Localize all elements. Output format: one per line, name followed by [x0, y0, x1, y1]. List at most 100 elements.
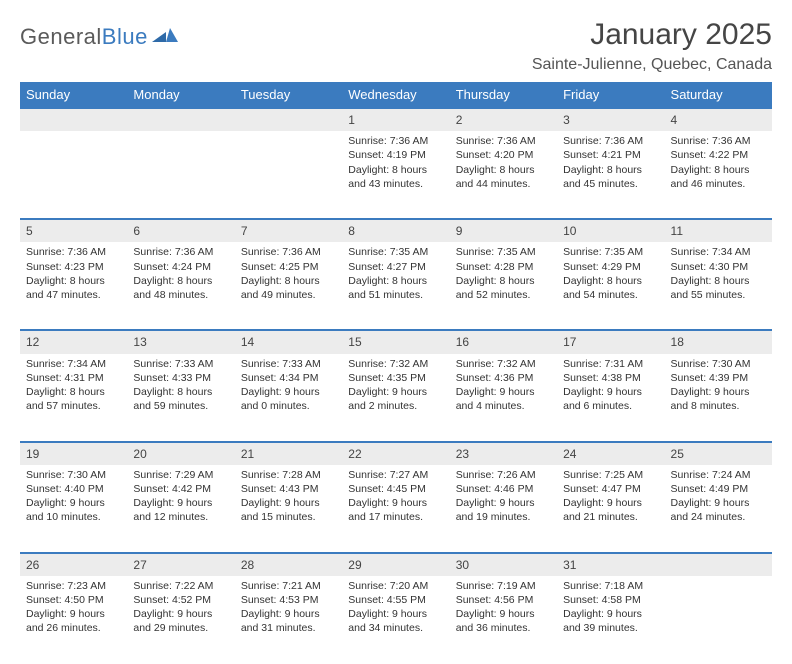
sunset-text: Sunset: 4:43 PM — [241, 482, 336, 496]
sunset-text: Sunset: 4:25 PM — [241, 260, 336, 274]
day-detail-cell: Sunrise: 7:36 AMSunset: 4:24 PMDaylight:… — [127, 242, 234, 330]
sunrise-text: Sunrise: 7:34 AM — [671, 245, 766, 259]
daylight-text: Daylight: 8 hours — [26, 274, 121, 288]
day-detail-cell: Sunrise: 7:29 AMSunset: 4:42 PMDaylight:… — [127, 465, 234, 553]
daylight-text: and 29 minutes. — [133, 621, 228, 635]
day-number-cell: 13 — [127, 330, 234, 353]
day-number-cell — [665, 553, 772, 576]
day-number-row: 262728293031 — [20, 553, 772, 576]
day-header: Sunday — [20, 82, 127, 108]
logo-text: GeneralBlue — [20, 24, 148, 50]
sunrise-text: Sunrise: 7:18 AM — [563, 579, 658, 593]
sunrise-text: Sunrise: 7:36 AM — [133, 245, 228, 259]
day-detail-cell: Sunrise: 7:31 AMSunset: 4:38 PMDaylight:… — [557, 354, 664, 442]
daylight-text: and 47 minutes. — [26, 288, 121, 302]
daylight-text: and 0 minutes. — [241, 399, 336, 413]
sunset-text: Sunset: 4:34 PM — [241, 371, 336, 385]
day-detail-cell: Sunrise: 7:34 AMSunset: 4:30 PMDaylight:… — [665, 242, 772, 330]
daylight-text: Daylight: 8 hours — [563, 274, 658, 288]
day-detail-cell: Sunrise: 7:33 AMSunset: 4:34 PMDaylight:… — [235, 354, 342, 442]
day-header: Wednesday — [342, 82, 449, 108]
sunset-text: Sunset: 4:24 PM — [133, 260, 228, 274]
day-detail-cell: Sunrise: 7:30 AMSunset: 4:39 PMDaylight:… — [665, 354, 772, 442]
day-number-cell: 18 — [665, 330, 772, 353]
sunrise-text: Sunrise: 7:36 AM — [26, 245, 121, 259]
sunset-text: Sunset: 4:42 PM — [133, 482, 228, 496]
day-detail-cell — [20, 131, 127, 219]
daylight-text: and 34 minutes. — [348, 621, 443, 635]
day-detail-cell: Sunrise: 7:35 AMSunset: 4:28 PMDaylight:… — [450, 242, 557, 330]
daylight-text: and 54 minutes. — [563, 288, 658, 302]
day-detail-cell: Sunrise: 7:32 AMSunset: 4:36 PMDaylight:… — [450, 354, 557, 442]
daylight-text: and 45 minutes. — [563, 177, 658, 191]
sunrise-text: Sunrise: 7:35 AM — [563, 245, 658, 259]
sunset-text: Sunset: 4:31 PM — [26, 371, 121, 385]
day-detail-cell: Sunrise: 7:36 AMSunset: 4:21 PMDaylight:… — [557, 131, 664, 219]
daylight-text: Daylight: 9 hours — [133, 607, 228, 621]
daylight-text: and 57 minutes. — [26, 399, 121, 413]
logo-word-1: General — [20, 24, 102, 49]
sunset-text: Sunset: 4:33 PM — [133, 371, 228, 385]
sunset-text: Sunset: 4:22 PM — [671, 148, 766, 162]
daylight-text: and 49 minutes. — [241, 288, 336, 302]
day-number-cell: 7 — [235, 219, 342, 242]
sunset-text: Sunset: 4:47 PM — [563, 482, 658, 496]
sunrise-text: Sunrise: 7:31 AM — [563, 357, 658, 371]
sunrise-text: Sunrise: 7:23 AM — [26, 579, 121, 593]
day-header-row: Sunday Monday Tuesday Wednesday Thursday… — [20, 82, 772, 108]
daylight-text: and 26 minutes. — [26, 621, 121, 635]
month-title: January 2025 — [532, 18, 772, 52]
sunset-text: Sunset: 4:58 PM — [563, 593, 658, 607]
sunrise-text: Sunrise: 7:32 AM — [456, 357, 551, 371]
day-header: Tuesday — [235, 82, 342, 108]
daylight-text: Daylight: 9 hours — [671, 496, 766, 510]
day-header: Saturday — [665, 82, 772, 108]
daylight-text: and 4 minutes. — [456, 399, 551, 413]
logo-mark-icon — [152, 28, 178, 46]
sunset-text: Sunset: 4:23 PM — [26, 260, 121, 274]
day-number-row: 567891011 — [20, 219, 772, 242]
daylight-text: and 12 minutes. — [133, 510, 228, 524]
daylight-text: and 10 minutes. — [26, 510, 121, 524]
daylight-text: and 8 minutes. — [671, 399, 766, 413]
day-number-cell: 31 — [557, 553, 664, 576]
sunset-text: Sunset: 4:19 PM — [348, 148, 443, 162]
daylight-text: Daylight: 9 hours — [456, 496, 551, 510]
daylight-text: Daylight: 9 hours — [241, 496, 336, 510]
day-number-cell — [127, 108, 234, 131]
daylight-text: and 17 minutes. — [348, 510, 443, 524]
daylight-text: Daylight: 9 hours — [671, 385, 766, 399]
day-number-cell: 27 — [127, 553, 234, 576]
daylight-text: and 6 minutes. — [563, 399, 658, 413]
sunset-text: Sunset: 4:55 PM — [348, 593, 443, 607]
sunset-text: Sunset: 4:30 PM — [671, 260, 766, 274]
day-number-cell: 3 — [557, 108, 664, 131]
daylight-text: and 2 minutes. — [348, 399, 443, 413]
sunrise-text: Sunrise: 7:26 AM — [456, 468, 551, 482]
day-number-cell: 30 — [450, 553, 557, 576]
day-number-cell: 26 — [20, 553, 127, 576]
day-detail-row: Sunrise: 7:34 AMSunset: 4:31 PM Daylight:… — [20, 354, 772, 442]
day-number-cell: 8 — [342, 219, 449, 242]
daylight-text: and 36 minutes. — [456, 621, 551, 635]
sunrise-text: Sunrise: 7:29 AM — [133, 468, 228, 482]
daylight-text: and 55 minutes. — [671, 288, 766, 302]
day-detail-cell: Sunrise: 7:25 AMSunset: 4:47 PMDaylight:… — [557, 465, 664, 553]
sunset-text: Sunset: 4:20 PM — [456, 148, 551, 162]
day-header: Friday — [557, 82, 664, 108]
daylight-text: Daylight: 9 hours — [348, 607, 443, 621]
day-detail-cell: Sunrise: 7:36 AMSunset: 4:19 PMDaylight:… — [342, 131, 449, 219]
sunrise-text: Sunrise: 7:34 AM — [26, 357, 121, 371]
sunset-text: Sunset: 4:39 PM — [671, 371, 766, 385]
sunset-text: Sunset: 4:38 PM — [563, 371, 658, 385]
daylight-text: and 52 minutes. — [456, 288, 551, 302]
day-number-cell: 25 — [665, 442, 772, 465]
daylight-text: Daylight: 9 hours — [563, 607, 658, 621]
daylight-text: Daylight: 8 hours — [456, 163, 551, 177]
sunset-text: Sunset: 4:21 PM — [563, 148, 658, 162]
day-detail-cell: Sunrise: 7:34 AMSunset: 4:31 PMDaylight:… — [20, 354, 127, 442]
sunrise-text: Sunrise: 7:21 AM — [241, 579, 336, 593]
day-detail-cell: Sunrise: 7:36 AMSunset: 4:20 PMDaylight:… — [450, 131, 557, 219]
day-number-cell: 28 — [235, 553, 342, 576]
sunset-text: Sunset: 4:46 PM — [456, 482, 551, 496]
